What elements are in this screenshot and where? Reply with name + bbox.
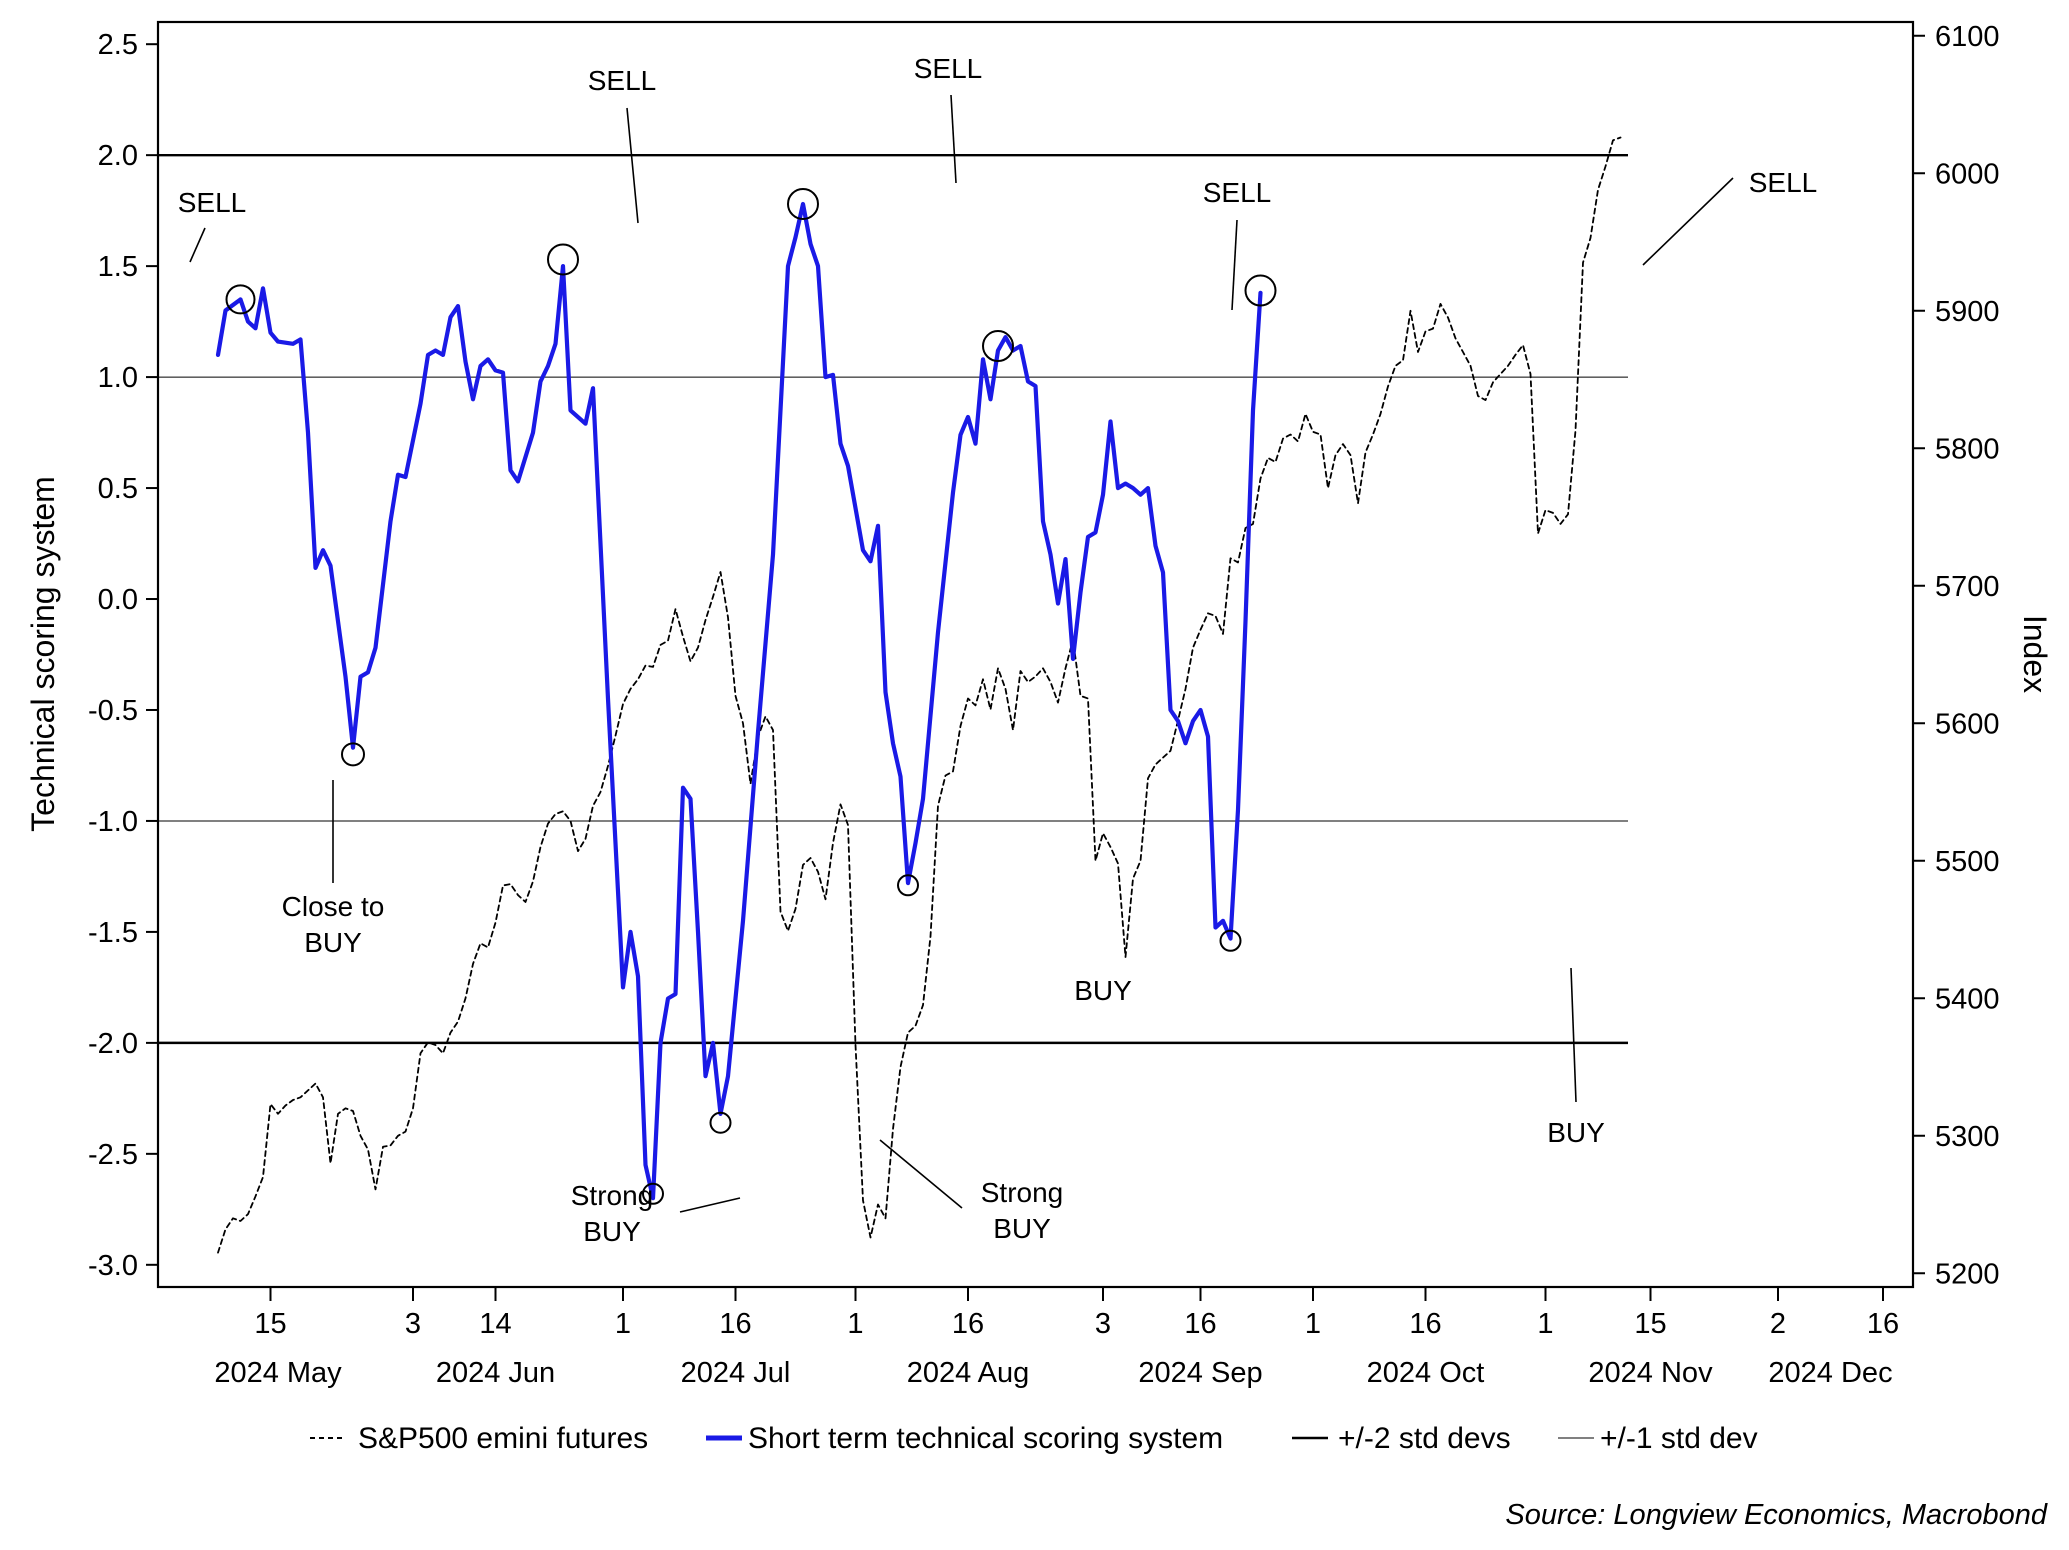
signal-marker <box>787 187 819 220</box>
signal-marker <box>982 330 1014 363</box>
month-label: 2024 Jul <box>681 1357 791 1389</box>
series-line-sp500 <box>217 136 1622 1254</box>
annotation-leader <box>626 107 639 224</box>
annotation-label: SELL <box>914 53 983 84</box>
legend-label: +/-1 std dev <box>1600 1422 1758 1455</box>
series-layer <box>215 136 1622 1254</box>
source-note: Source: Longview Economics, Macrobond <box>1505 1499 2047 1531</box>
signal-marker <box>709 1111 732 1134</box>
x-tick-label: 1 <box>1305 1308 1321 1340</box>
left-tick-label: -2.0 <box>88 1028 138 1060</box>
left-tick-label: 2.5 <box>98 29 138 61</box>
left-tick-label: -3.0 <box>88 1250 138 1282</box>
month-label: 2024 Oct <box>1367 1357 1485 1389</box>
x-tick-label: 3 <box>1095 1308 1111 1340</box>
month-label: 2024 May <box>214 1357 342 1389</box>
signal-marker <box>547 243 579 276</box>
left-tick-label: -1.5 <box>88 917 138 949</box>
annotation-label: Close to <box>282 891 385 922</box>
x-tick-label: 1 <box>1537 1308 1553 1340</box>
legend-label: +/-2 std devs <box>1338 1422 1511 1455</box>
x-tick-label: 16 <box>1867 1308 1899 1340</box>
right-tick-label: 5700 <box>1935 571 2000 603</box>
legend-label: S&P500 emini futures <box>358 1422 648 1455</box>
signal-marker <box>1244 274 1277 307</box>
month-label: 2024 Aug <box>907 1357 1030 1389</box>
signal-marker <box>1219 929 1242 952</box>
x-tick-label: 16 <box>952 1308 984 1340</box>
annotation-leader <box>1231 219 1238 311</box>
left-tick-label: 0.5 <box>98 473 138 505</box>
annotation-leader <box>189 227 206 263</box>
left-tick-label: 2.0 <box>98 140 138 172</box>
right-tick-label: 5200 <box>1935 1258 2000 1290</box>
left-tick-label: 1.0 <box>98 362 138 394</box>
legend-label: Short term technical scoring system <box>748 1422 1223 1455</box>
right-tick-label: 6100 <box>1935 21 2000 53</box>
month-label: 2024 Sep <box>1138 1357 1262 1389</box>
x-tick-label: 16 <box>1409 1308 1441 1340</box>
left-axis-title: Technical scoring system <box>25 476 61 832</box>
right-axis-title: Index <box>2017 615 2053 693</box>
x-tick-label: 2 <box>1770 1308 1786 1340</box>
annotation-leader <box>679 1197 741 1213</box>
right-tick-label: 5400 <box>1935 983 2000 1015</box>
x-tick-label: 1 <box>847 1308 863 1340</box>
right-tick-label: 5900 <box>1935 296 2000 328</box>
annotation-label: Strong <box>571 1180 654 1211</box>
annotation-label: BUY <box>1547 1117 1605 1148</box>
annotation-label: SELL <box>1203 177 1272 208</box>
right-tick-label: 6000 <box>1935 158 2000 190</box>
x-tick-label: 16 <box>1184 1308 1216 1340</box>
annotation-leader <box>1642 177 1734 266</box>
right-tick-label: 5500 <box>1935 846 2000 878</box>
signal-marker <box>642 1182 664 1205</box>
right-tick-label: 5300 <box>1935 1121 2000 1153</box>
signal-marker <box>341 742 365 767</box>
x-tick-label: 1 <box>615 1308 631 1340</box>
x-tick-label: 15 <box>254 1308 286 1340</box>
reference-lines <box>158 153 1628 1045</box>
annotations: SELL SELL SELL SELL SELL Close to BUY Strong BUY… <box>178 53 1818 1247</box>
annotation-label: SELL <box>1749 167 1818 198</box>
legend: S&P500 emini futures Short term technical… <box>310 1422 1758 1455</box>
x-tick-label: 15 <box>1634 1308 1666 1340</box>
annotation-leader <box>950 94 957 184</box>
left-tick-label: -0.5 <box>88 695 138 727</box>
annotation-markers <box>225 187 1277 1205</box>
x-tick-label: 3 <box>405 1308 421 1340</box>
annotation-leader <box>879 1139 963 1209</box>
left-tick-label: -2.5 <box>88 1139 138 1171</box>
plot-frame <box>156 20 1915 1289</box>
annotation-label: SELL <box>178 187 247 218</box>
left-tick-label: -1.0 <box>88 806 138 838</box>
axes: 2.5 2.0 1.5 1.0 0.5 0.0 -0.5 -1.0 -1.5 -2.0 -2.5 -3… <box>88 21 2000 1389</box>
signal-marker <box>225 284 256 315</box>
series-line-scoring-system <box>215 201 1263 1201</box>
annotation-label: BUY <box>583 1216 641 1247</box>
annotation-label: BUY <box>993 1213 1051 1244</box>
annotation-label: BUY <box>1074 975 1132 1006</box>
signal-marker <box>897 874 919 897</box>
month-label: 2024 Jun <box>436 1357 555 1389</box>
x-tick-label: 16 <box>719 1308 751 1340</box>
annotation-label: BUY <box>304 927 362 958</box>
left-tick-label: 0.0 <box>98 584 138 616</box>
x-tick-label: 14 <box>479 1308 511 1340</box>
right-tick-label: 5600 <box>1935 708 2000 740</box>
right-tick-label: 5800 <box>1935 433 2000 465</box>
month-label: 2024 Nov <box>1588 1357 1713 1389</box>
month-label: 2024 Dec <box>1768 1357 1892 1389</box>
left-tick-label: 1.5 <box>98 251 138 283</box>
annotation-label: Strong <box>981 1177 1064 1208</box>
annotation-label: SELL <box>588 65 657 96</box>
annotation-leader <box>1570 967 1577 1103</box>
